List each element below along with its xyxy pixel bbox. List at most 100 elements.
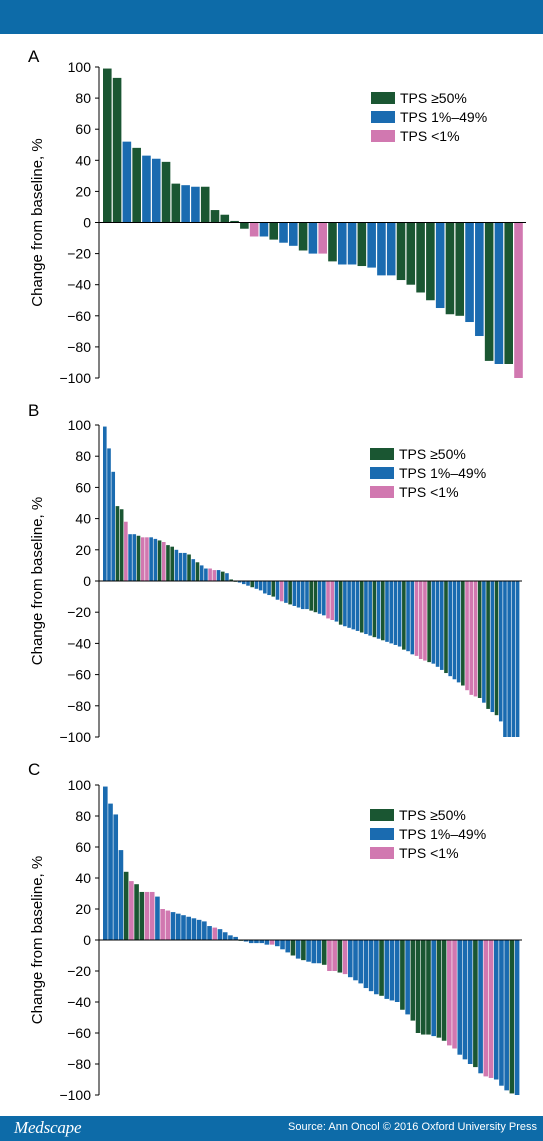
bar: [475, 222, 484, 337]
y-axis-title: Change from baseline, %: [29, 856, 46, 1024]
bar: [384, 940, 390, 999]
y-tick-label: 80: [75, 808, 91, 824]
bar: [248, 940, 254, 944]
bar: [181, 915, 186, 940]
bar: [448, 581, 452, 677]
bar: [124, 521, 128, 581]
bar: [410, 940, 416, 1021]
bar: [191, 559, 196, 581]
bar: [212, 927, 218, 940]
bar: [217, 929, 223, 940]
y-tick-label: 80: [75, 90, 91, 106]
bar: [111, 471, 116, 581]
bar: [343, 581, 347, 627]
bar: [161, 161, 171, 223]
bar: [386, 222, 396, 276]
bar: [300, 581, 305, 610]
bar: [431, 940, 436, 1037]
bar: [132, 534, 137, 581]
bar: [363, 940, 369, 989]
bar: [191, 186, 200, 223]
bar: [103, 786, 108, 940]
bar: [400, 940, 405, 1010]
y-tick-label: 20: [75, 183, 91, 199]
bar: [427, 581, 431, 663]
bar: [478, 940, 483, 1074]
y-tick-label: −40: [67, 635, 91, 651]
bar: [142, 155, 151, 223]
bar: [473, 940, 478, 1068]
bar: [452, 581, 457, 680]
medscape-logo[interactable]: Medscape: [14, 1118, 82, 1137]
bar: [355, 581, 360, 631]
bar: [280, 940, 285, 950]
y-tick-label: −20: [67, 246, 91, 262]
bar: [170, 546, 174, 581]
bar: [326, 581, 330, 619]
bar: [254, 581, 259, 589]
bar: [441, 940, 447, 1041]
bar: [309, 581, 313, 611]
legend-label-low: TPS <1%: [399, 845, 459, 861]
bar: [504, 940, 509, 1091]
bar: [259, 222, 269, 237]
top-brand-bar: [0, 0, 543, 34]
bar: [316, 940, 322, 964]
bar: [151, 158, 161, 223]
legend-swatch-low: [370, 847, 394, 859]
bar: [332, 940, 337, 971]
bar: [139, 891, 145, 940]
y-tick-label: −60: [67, 667, 91, 683]
bar: [144, 891, 150, 940]
bar: [228, 935, 233, 940]
bar: [122, 141, 132, 223]
bar: [381, 581, 385, 641]
bar: [455, 222, 465, 316]
bar: [452, 940, 457, 1049]
waterfall-figure: A 100 80 60 40 20 0 −20 −40 −60 −80 −100 Change from…: [28, 47, 526, 1103]
bar: [317, 581, 322, 614]
bar: [393, 581, 398, 645]
y-tick-label: 100: [68, 59, 92, 75]
y-axis-title: Change from baseline, %: [29, 138, 46, 306]
bar: [207, 926, 212, 940]
bar: [157, 540, 162, 581]
bar: [113, 814, 119, 940]
bar: [170, 912, 176, 940]
bar: [140, 537, 145, 581]
bar: [254, 940, 259, 944]
bar: [457, 940, 463, 1055]
bar: [115, 506, 120, 581]
bar: [414, 581, 419, 656]
bar: [174, 549, 179, 581]
y-tick-label: −80: [67, 698, 91, 714]
y-tick-label: 40: [75, 152, 91, 168]
bar: [357, 222, 367, 267]
bar: [107, 448, 111, 581]
bar: [196, 919, 202, 940]
bar: [415, 940, 421, 1033]
bar: [191, 918, 197, 940]
bar: [359, 581, 364, 633]
bar: [155, 896, 160, 940]
bar: [237, 581, 242, 583]
bar: [128, 534, 132, 581]
bar: [334, 581, 339, 622]
bar: [269, 222, 279, 240]
bar: [275, 940, 280, 947]
bar: [298, 222, 308, 251]
bar: [494, 581, 499, 716]
bar: [183, 552, 187, 581]
bar: [465, 222, 474, 323]
bar: [482, 581, 486, 703]
legend-label-mid: TPS 1%–49%: [400, 109, 487, 125]
bar: [379, 940, 384, 996]
bar: [284, 581, 288, 603]
bar: [368, 940, 374, 992]
legend-swatch-high: [371, 92, 395, 104]
bar: [486, 581, 490, 709]
bar: [461, 581, 465, 686]
bar: [483, 940, 489, 1077]
bar: [210, 210, 220, 223]
bar: [269, 940, 275, 945]
